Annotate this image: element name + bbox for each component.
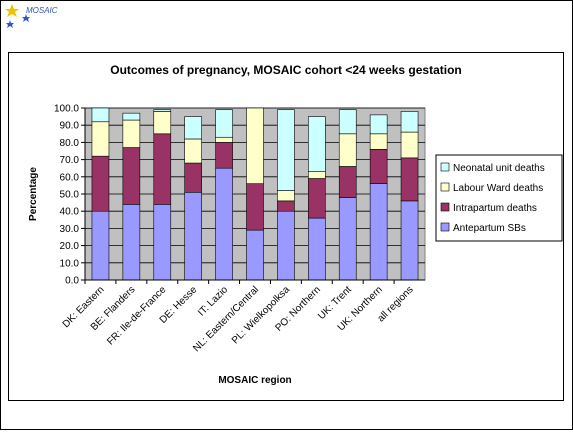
bar-segment — [400, 111, 419, 133]
bar-segment — [400, 157, 419, 202]
bar-segment — [338, 133, 357, 167]
bar-segment — [91, 107, 110, 123]
legend-label: Labour Ward deaths — [453, 183, 543, 194]
bar-segment — [369, 183, 388, 281]
chart-title: Outcomes of pregnancy, MOSAIC cohort <24… — [110, 63, 462, 77]
legend-swatch — [440, 222, 450, 232]
legend-label: Intrapartum deaths — [453, 203, 537, 214]
bar-segment — [153, 111, 172, 135]
legend-label: Neonatal unit deaths — [453, 163, 545, 174]
bar-segment — [184, 116, 202, 140]
bar-segment — [369, 133, 388, 150]
bar-segment — [122, 204, 141, 281]
bar-segment — [184, 191, 202, 281]
bar-segment — [277, 109, 295, 191]
bar-segment — [277, 200, 295, 212]
bar-segment — [246, 183, 264, 231]
bar-segment — [338, 109, 357, 135]
y-tick-label: 60.0 — [60, 172, 80, 183]
bar-segment — [308, 217, 326, 281]
x-axis-label: MOSAIC region — [218, 375, 291, 386]
y-tick-label: 30.0 — [60, 224, 80, 235]
bar-segment — [277, 190, 295, 202]
bar-segment — [369, 114, 388, 135]
bar-segment — [153, 204, 172, 281]
bar-segment — [153, 109, 172, 112]
y-tick-label: 10.0 — [60, 258, 80, 269]
bar-segment — [215, 109, 233, 138]
bar-segment — [400, 200, 419, 281]
bar-segment — [369, 148, 388, 184]
y-tick-label: 100.0 — [54, 104, 79, 115]
bar-segment — [184, 162, 202, 193]
y-tick-label: 80.0 — [60, 138, 80, 149]
logo-text: MOSAIC — [26, 6, 58, 15]
bar-segment — [308, 178, 326, 219]
legend-label: Antepartum SBs — [453, 223, 526, 234]
y-tick-label: 50.0 — [60, 190, 80, 201]
bar-segment — [400, 131, 419, 159]
logo-icon — [5, 4, 30, 28]
bar-segment — [308, 116, 326, 172]
y-axis-label: Percentage — [28, 167, 39, 221]
bar-segment — [215, 142, 233, 169]
bar-segment — [122, 147, 141, 205]
bar-segment — [308, 171, 326, 179]
bar-segment — [338, 166, 357, 198]
y-tick-label: 0.0 — [65, 276, 79, 287]
bar-segment — [215, 136, 233, 143]
bar-segment — [153, 133, 172, 205]
bar-segment — [91, 121, 110, 157]
legend-swatch — [440, 182, 450, 192]
bar-segment — [246, 229, 264, 281]
bar-segment — [122, 112, 141, 121]
bar-segment — [215, 167, 233, 281]
y-tick-label: 70.0 — [60, 155, 80, 166]
y-tick-label: 20.0 — [60, 241, 80, 252]
bar-segment — [184, 138, 202, 164]
bar-segment — [277, 210, 295, 281]
bar-segment — [338, 197, 357, 281]
bar-segment — [122, 119, 141, 148]
bar-segment — [91, 155, 110, 212]
legend-swatch — [440, 162, 450, 172]
bar-segment — [91, 210, 110, 281]
bar-segment — [246, 107, 264, 184]
y-tick-label: 90.0 — [60, 121, 80, 132]
y-tick-label: 40.0 — [60, 207, 80, 218]
legend-swatch — [440, 202, 450, 212]
legend-box — [435, 154, 563, 242]
